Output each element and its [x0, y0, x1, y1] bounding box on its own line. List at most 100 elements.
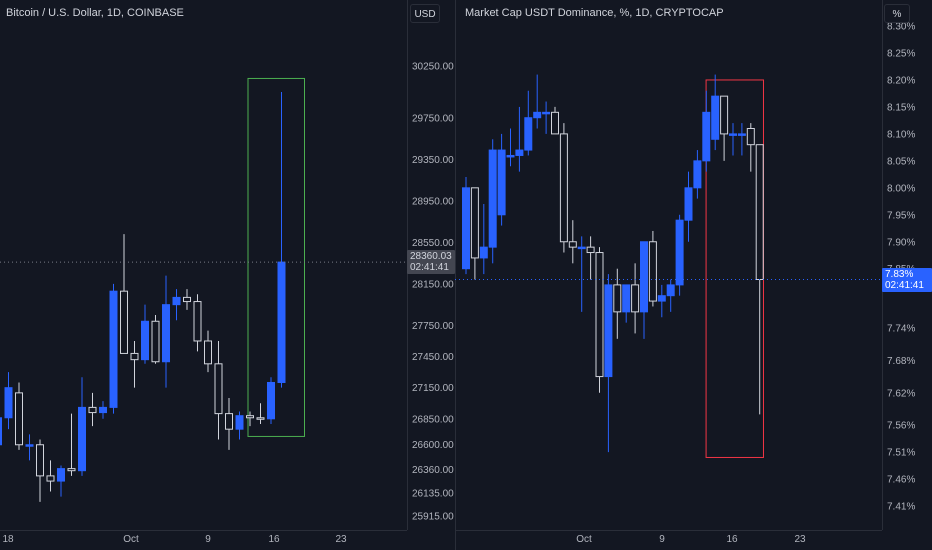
- btc-candle: [172, 289, 181, 321]
- btc-y-tick-label: 26135.00: [412, 489, 454, 500]
- btc-candle: [36, 439, 44, 502]
- usdt-y-tick-label: 8.30%: [887, 22, 915, 33]
- btc-candle-body: [246, 415, 254, 419]
- usdt-x-tick-label: 23: [794, 534, 806, 545]
- btc-candle-body: [204, 340, 212, 365]
- btc-candle: [57, 465, 65, 497]
- usdt-candle-body: [515, 149, 524, 156]
- usdt-candle: [737, 123, 746, 156]
- usdt-candle-body: [462, 187, 470, 270]
- btc-y-tick-label: 27150.00: [412, 383, 454, 394]
- btc-candle: [78, 377, 86, 476]
- btc-candle: [99, 401, 107, 419]
- btc-candle-body: [88, 406, 97, 414]
- usdt-candle-body: [675, 219, 684, 286]
- usdt-candle: [711, 74, 720, 151]
- usdt-unit-button[interactable]: %: [884, 4, 910, 23]
- usdt-last-price-tag: 7.83% 02:41:41: [882, 267, 932, 292]
- usdt-y-tick-label: 7.51%: [887, 448, 915, 459]
- btc-y-tick-label: 29350.00: [412, 155, 454, 166]
- btc-currency-button[interactable]: USD: [410, 4, 440, 23]
- usdt-candle: [497, 133, 506, 226]
- btc-candle: [25, 434, 34, 461]
- usdt-y-tick-label: 8.20%: [887, 75, 915, 86]
- usdt-candle-body: [711, 95, 720, 140]
- usdt-candle: [488, 139, 497, 264]
- btc-y-tick-label: 25915.00: [412, 511, 454, 522]
- usdt-candle: [542, 101, 551, 134]
- btc-candle-body: [0, 417, 2, 446]
- usdt-chart-title: Market Cap USDT Dominance, %, 1D, CRYPTO…: [465, 7, 724, 19]
- btc-price-axis: 30250.00 29750.00 29350.00 28950.00 28550.00…: [407, 0, 455, 550]
- btc-candle: [256, 403, 265, 424]
- btc-candle: [277, 91, 286, 388]
- usdt-candle-body: [622, 284, 631, 313]
- btc-y-tick-label: 29750.00: [412, 113, 454, 124]
- usdt-candle-body: [506, 154, 515, 158]
- usdt-candle: [729, 123, 737, 156]
- usdt-candle-body: [470, 187, 479, 259]
- btc-candle-body: [183, 296, 191, 303]
- usdt-x-tick-label: 16: [726, 534, 738, 545]
- btc-countdown: 02:41:41: [410, 262, 449, 274]
- usdt-candle: [604, 274, 613, 453]
- usdt-candle: [702, 90, 711, 172]
- usdt-y-tick-label: 7.68%: [887, 356, 915, 367]
- btc-candle: [193, 294, 202, 352]
- btc-candle: [214, 340, 223, 440]
- usdt-candle: [515, 106, 524, 172]
- usdt-y-tick-label: 7.46%: [887, 475, 915, 486]
- usdt-y-tick-label: 8.25%: [887, 49, 915, 60]
- btc-candle: [109, 283, 118, 414]
- usdt-candle: [568, 220, 577, 264]
- usdt-candle-body: [631, 284, 640, 313]
- usdt-y-tick-label: 8.10%: [887, 129, 915, 140]
- usdt-countdown: 02:41:41: [885, 279, 924, 291]
- btc-candle-body: [120, 290, 128, 354]
- btc-candle: [15, 382, 23, 450]
- usdt-candle-body: [568, 241, 577, 248]
- usdt-candle: [675, 214, 684, 296]
- btc-candle-body: [267, 381, 275, 420]
- btc-highlight-box: [247, 77, 305, 437]
- btc-last-price: 28360.03: [410, 251, 452, 263]
- usdt-y-tick-label: 8.05%: [887, 156, 915, 167]
- usdt-candle: [720, 95, 729, 161]
- btc-candle: [46, 460, 55, 492]
- usdt-candle: [640, 241, 648, 339]
- usdt-candle-body: [737, 133, 746, 136]
- usdt-candle-body: [586, 246, 595, 254]
- btc-candle-body: [109, 290, 118, 408]
- usdt-candle: [479, 204, 488, 275]
- btc-x-tick-label: 16: [268, 534, 280, 545]
- btc-candle: [88, 392, 97, 427]
- usdt-candle-body: [551, 111, 559, 135]
- usdt-candle: [524, 90, 533, 156]
- btc-time-axis: 18 Oct 9 16 23: [0, 530, 407, 545]
- usdt-candle: [746, 123, 755, 172]
- usdt-candle-body: [488, 149, 497, 248]
- btc-y-tick-label: 28150.00: [412, 279, 454, 290]
- btc-candle-body: [277, 261, 286, 383]
- usdt-candle: [462, 177, 470, 275]
- btc-candle: [204, 330, 212, 373]
- btc-candle-body: [151, 320, 160, 363]
- btc-candle: [130, 340, 139, 388]
- usdt-candle-body: [755, 144, 764, 280]
- btc-candle: [67, 413, 76, 476]
- usdt-candle-body: [524, 117, 533, 151]
- btc-candle: [120, 234, 128, 354]
- btc-x-tick-label: 23: [335, 534, 347, 545]
- btc-candle-body: [4, 387, 13, 419]
- btc-candle: [235, 411, 244, 440]
- usdt-candle-body: [657, 295, 666, 302]
- usdt-candle: [586, 236, 595, 280]
- btc-last-price-tag: 28360.03 02:41:41: [407, 250, 455, 275]
- usdt-candle-body: [559, 133, 568, 243]
- usdt-candle: [613, 268, 622, 339]
- btc-candle-body: [172, 296, 181, 306]
- btc-y-tick-label: 27750.00: [412, 321, 454, 332]
- usdt-candle: [595, 247, 604, 393]
- usdt-y-tick-label: 7.90%: [887, 237, 915, 248]
